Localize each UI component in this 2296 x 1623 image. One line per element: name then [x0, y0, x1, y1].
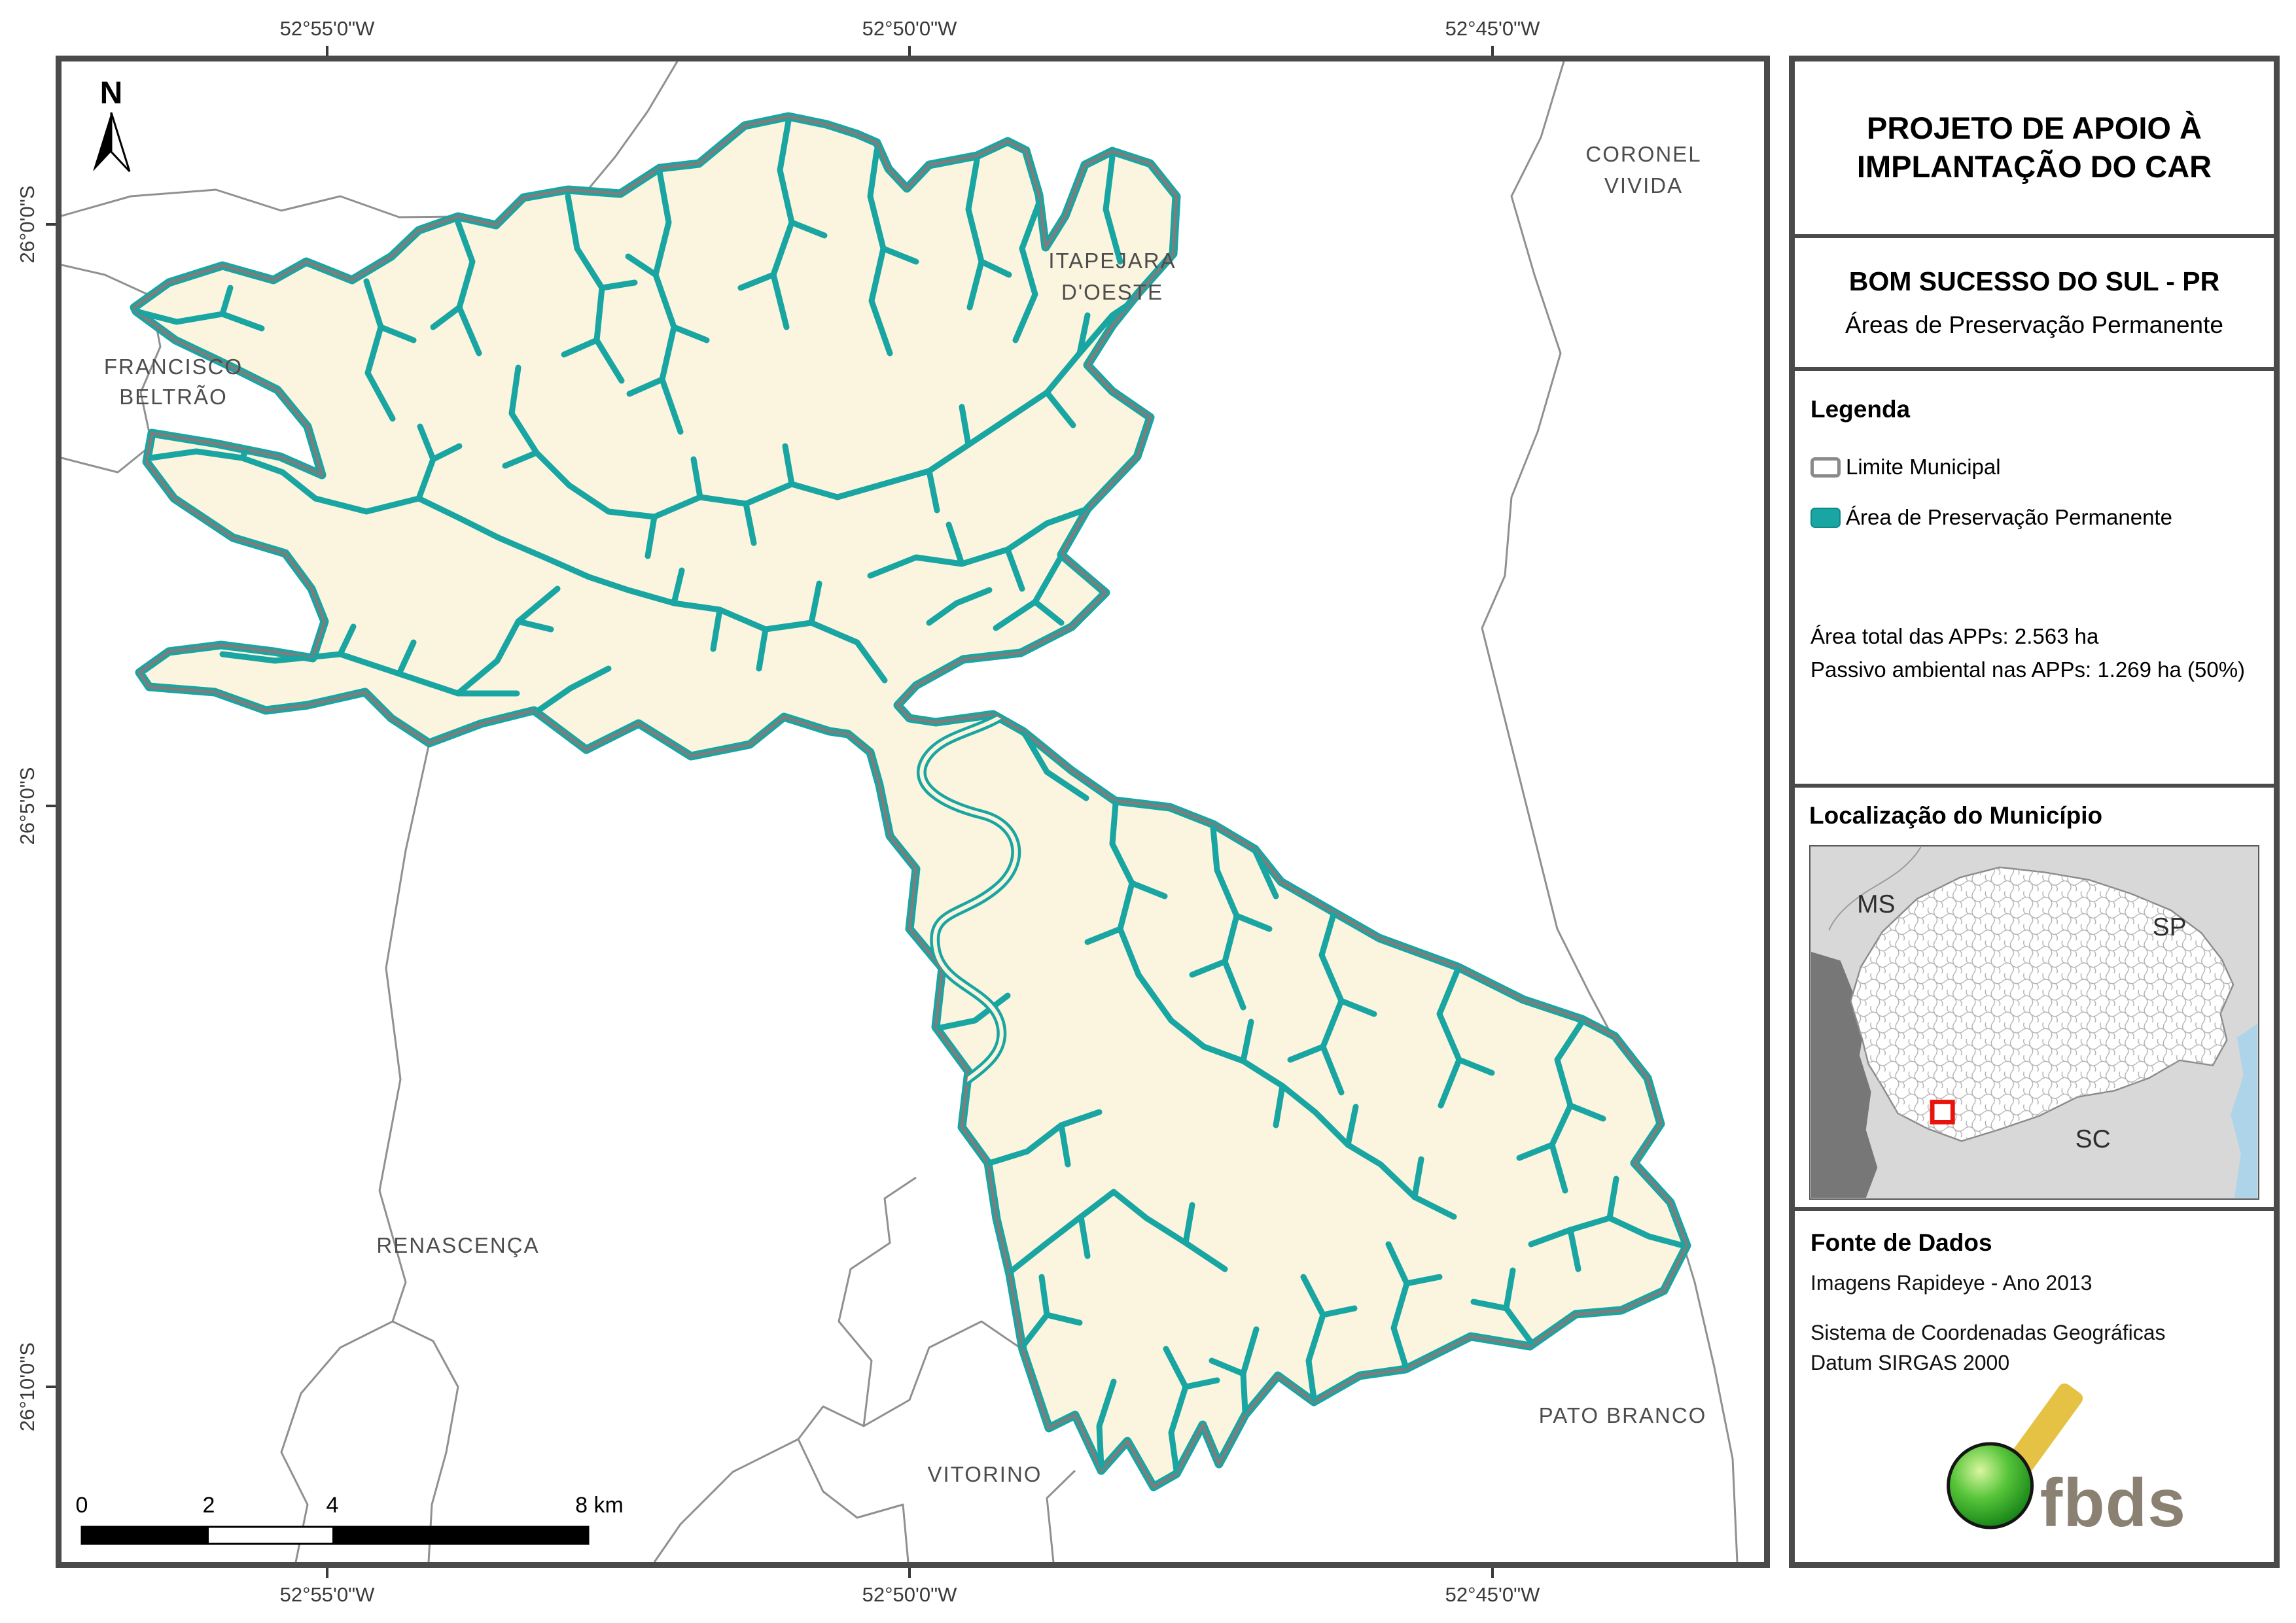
coord-left-3: 26°10'0"S: [16, 1342, 39, 1432]
panel-source-section: Fonte de Dados Imagens Rapideye - Ano 20…: [1795, 1211, 2274, 1562]
label-francisco-beltrao-2: BELTRÃO: [119, 385, 228, 409]
project-title-line2: IMPLANTAÇÃO DO CAR: [1856, 149, 2212, 184]
coord-top-3: 52°45'0"W: [1445, 17, 1540, 40]
logo-yellow-bar: [2009, 1383, 2083, 1473]
legend-label-app: Área de Preservação Permanente: [1846, 505, 2172, 529]
map-frame: FRANCISCO BELTRÃO ITAPEJARA D'OESTE CORO…: [56, 56, 1770, 1568]
boundary-renascenca-south: [392, 1320, 459, 1562]
coord-top-2: 52°50'0"W: [862, 17, 957, 40]
legend-swatch-limite-icon: [1810, 457, 1841, 478]
label-itapejara-doeste: ITAPEJARA: [1048, 249, 1176, 273]
app-passivo-ambiental: Passivo ambiental nas APPs: 1.269 ha (50…: [1810, 657, 2246, 682]
location-inset-map: MS SP SC: [1809, 845, 2259, 1200]
coord-bottom-2: 52°50'0"W: [862, 1583, 957, 1606]
fbds-logo-canvas: fbds: [1947, 1383, 2187, 1541]
inset-river-line: [1828, 846, 1922, 931]
municipality-name: BOM SUCESSO DO SUL - PR: [1848, 266, 2220, 296]
logo-wordmark: fbds: [2040, 1465, 2187, 1541]
boundary-itapejara-west: [62, 188, 459, 218]
boundary-vitorino-c: [1046, 1469, 1076, 1562]
municipality-app-border-halo: [130, 112, 1691, 1492]
boundary-vitorino-d: [653, 1438, 799, 1562]
boundary-vitorino-a: [797, 1320, 1023, 1562]
source-heading: Fonte de Dados: [1810, 1229, 1992, 1256]
tick-top-1: [326, 46, 328, 56]
legend-swatch-app-icon: [1810, 507, 1841, 528]
map-canvas: FRANCISCO BELTRÃO ITAPEJARA D'OESTE CORO…: [62, 61, 1739, 1562]
tick-bottom-3: [1491, 1568, 1494, 1578]
label-coronel-vivida-2: VIVIDA: [1604, 173, 1683, 198]
coord-bottom-1: 52°55'0"W: [279, 1583, 375, 1606]
label-itapejara-doeste-2: D'OESTE: [1061, 280, 1163, 304]
legend-item-app: Área de Preservação Permanente: [1810, 505, 2172, 530]
source-line-datum: Datum SIRGAS 2000: [1810, 1351, 2010, 1374]
inset-label-ms: MS: [1857, 890, 1895, 918]
municipality-border: [132, 114, 1689, 1489]
panel-title-section: PROJETO DE APOIO À IMPLANTAÇÃO DO CAR: [1795, 61, 2274, 238]
legend-label-limite: Limite Municipal: [1846, 455, 2001, 479]
inset-label-sp: SP: [2153, 913, 2187, 941]
tick-left-3: [46, 1386, 56, 1388]
tick-bottom-1: [326, 1568, 328, 1578]
scale-label-8km: 8 km: [575, 1493, 624, 1518]
inset-municipality-highlight: [1930, 1100, 1955, 1125]
app-statistics: Área total das APPs: 2.563 ha Passivo am…: [1810, 620, 2245, 686]
coord-left-2: 26°5'0"S: [16, 767, 39, 845]
project-title: PROJETO DE APOIO À IMPLANTAÇÃO DO CAR: [1857, 109, 2212, 186]
municipality-bom-sucesso-do-sul: [130, 112, 1691, 1492]
inset-state-labels: MS SP SC: [1857, 890, 2186, 1153]
boundary-vitorino-b: [838, 1176, 917, 1427]
boundary-renascenca-vitorino: [280, 742, 431, 1562]
panel-municipality-section: BOM SUCESSO DO SUL - PR Áreas de Preserv…: [1795, 238, 2274, 371]
tick-bottom-2: [908, 1568, 911, 1578]
tick-top-2: [908, 46, 911, 56]
scale-label-0: 0: [76, 1493, 88, 1518]
source-line-imagery: Imagens Rapideye - Ano 2013: [1810, 1271, 2093, 1295]
tick-left-1: [46, 223, 56, 226]
inset-parana-state: [1850, 866, 2234, 1142]
fbds-logo: fbds: [1928, 1374, 2209, 1554]
label-vitorino: VITORINO: [928, 1462, 1042, 1486]
inset-foreign-area: [1810, 951, 1878, 1198]
label-coronel-vivida: CORONEL: [1585, 142, 1701, 166]
inset-ocean: [2231, 1023, 2258, 1198]
boundary-coronel-vivida: [1481, 61, 1612, 1034]
app-stream-network: [134, 118, 1686, 1474]
side-panel: PROJETO DE APOIO À IMPLANTAÇÃO DO CAR BO…: [1789, 56, 2280, 1568]
location-heading: Localização do Município: [1809, 802, 2103, 829]
neighbor-boundaries: [62, 61, 1739, 1562]
coord-top-1: 52°55'0"W: [279, 17, 375, 40]
boundary-pato-branco-south: [1669, 1202, 1739, 1562]
scale-label-4: 4: [327, 1493, 339, 1518]
legend-item-limite-municipal: Limite Municipal: [1810, 455, 2001, 480]
project-title-line1: PROJETO DE APOIO À: [1867, 111, 2202, 146]
legend-heading: Legenda: [1810, 396, 1911, 423]
tick-left-2: [46, 805, 56, 807]
scale-bar: 0 2 4 8 km: [76, 1493, 624, 1545]
inset-map-canvas: MS SP SC: [1809, 845, 2259, 1200]
scale-label-2: 2: [203, 1493, 215, 1518]
tick-top-3: [1491, 46, 1494, 56]
label-francisco-beltrao: FRANCISCO: [104, 355, 243, 379]
boundary-left-edge-polygon: [62, 264, 162, 474]
label-renascenca: RENASCENÇA: [376, 1233, 539, 1257]
north-arrow-n: N: [100, 76, 123, 111]
label-pato-branco: PATO BRANCO: [1539, 1403, 1707, 1427]
map-subject: Áreas de Preservação Permanente: [1845, 311, 2223, 338]
inset-label-sc: SC: [2075, 1125, 2111, 1153]
coord-bottom-3: 52°45'0"W: [1445, 1583, 1540, 1606]
north-arrow-icon: N: [93, 76, 131, 173]
panel-legend-section: Legenda Limite Municipal Área de Preserv…: [1795, 371, 2274, 788]
neighbor-labels: FRANCISCO BELTRÃO ITAPEJARA D'OESTE CORO…: [104, 142, 1707, 1486]
app-total-area: Área total das APPs: 2.563 ha: [1810, 624, 2099, 648]
source-line-coordinate-system: Sistema de Coordenadas Geográficas: [1810, 1321, 2166, 1344]
logo-green-sphere: [1947, 1442, 2034, 1529]
coord-left-1: 26°0'0"S: [16, 185, 39, 264]
panel-location-section: Localização do Município: [1795, 788, 2274, 1211]
